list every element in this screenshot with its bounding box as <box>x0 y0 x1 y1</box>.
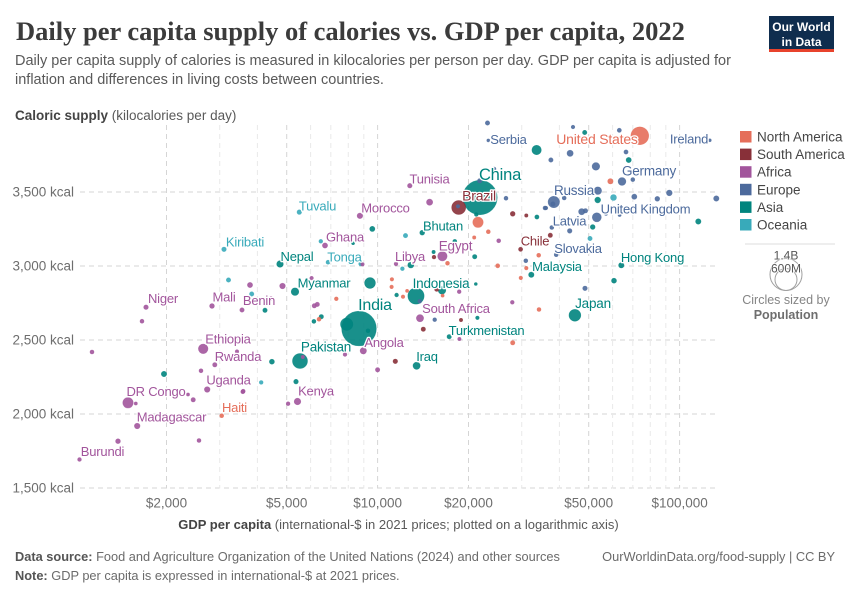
svg-text:$5,000: $5,000 <box>266 496 307 511</box>
svg-text:Egypt: Egypt <box>439 239 473 254</box>
svg-text:$20,000: $20,000 <box>444 496 493 511</box>
svg-text:2,500 kcal: 2,500 kcal <box>12 333 74 348</box>
svg-text:Hong Kong: Hong Kong <box>621 250 684 265</box>
svg-text:Myanmar: Myanmar <box>298 276 352 291</box>
svg-text:Malaysia: Malaysia <box>532 259 583 274</box>
svg-text:Benin: Benin <box>243 293 275 308</box>
svg-text:Chile: Chile <box>521 234 550 249</box>
svg-text:Ethiopia: Ethiopia <box>205 332 251 347</box>
svg-text:Madagascar: Madagascar <box>137 410 207 425</box>
svg-text:DR Congo: DR Congo <box>126 384 185 399</box>
svg-text:India: India <box>358 297 392 314</box>
svg-text:Japan: Japan <box>575 296 611 311</box>
svg-text:United States: United States <box>556 131 638 147</box>
svg-text:Oceania: Oceania <box>757 218 808 233</box>
svg-text:$100,000: $100,000 <box>651 496 707 511</box>
svg-text:Pakistan: Pakistan <box>301 340 351 355</box>
svg-text:Slovakia: Slovakia <box>554 241 603 256</box>
svg-text:Tuvalu: Tuvalu <box>299 199 336 214</box>
svg-text:China: China <box>479 166 522 184</box>
svg-text:Tunisia: Tunisia <box>409 172 450 187</box>
svg-text:Angola: Angola <box>364 335 404 350</box>
svg-text:Burundi: Burundi <box>81 444 125 459</box>
svg-text:Ireland: Ireland <box>670 132 708 147</box>
svg-text:Kenya: Kenya <box>298 384 335 399</box>
svg-text:Nepal: Nepal <box>281 249 314 264</box>
svg-text:$50,000: $50,000 <box>564 496 613 511</box>
svg-text:Africa: Africa <box>757 165 792 180</box>
svg-text:Bhutan: Bhutan <box>423 219 463 234</box>
svg-text:Haiti: Haiti <box>222 400 247 415</box>
svg-text:Serbia: Serbia <box>490 132 527 147</box>
svg-text:Ghana: Ghana <box>326 230 365 245</box>
svg-text:Russia: Russia <box>554 183 595 198</box>
svg-text:Morocco: Morocco <box>361 201 409 216</box>
svg-text:3,000 kcal: 3,000 kcal <box>12 259 74 274</box>
svg-text:Asia: Asia <box>757 200 784 215</box>
svg-text:Niger: Niger <box>148 291 179 306</box>
svg-text:2,000 kcal: 2,000 kcal <box>12 407 74 422</box>
svg-text:Indonesia: Indonesia <box>413 276 470 291</box>
svg-text:Iraq: Iraq <box>416 349 438 364</box>
svg-text:Rwanda: Rwanda <box>215 349 262 364</box>
svg-text:Libya: Libya <box>395 249 426 264</box>
svg-text:Latvia: Latvia <box>553 214 587 229</box>
svg-text:1,500 kcal: 1,500 kcal <box>12 481 74 496</box>
svg-text:600M: 600M <box>771 262 801 276</box>
svg-text:Turkmenistan: Turkmenistan <box>449 323 525 338</box>
svg-text:Circles sized by: Circles sized by <box>742 293 830 307</box>
svg-text:United Kingdom: United Kingdom <box>601 202 691 217</box>
svg-text:Mali: Mali <box>212 290 235 305</box>
svg-text:3,500 kcal: 3,500 kcal <box>12 185 74 200</box>
svg-text:South America: South America <box>757 147 845 162</box>
svg-text:Tonga: Tonga <box>327 250 362 265</box>
svg-text:Germany: Germany <box>622 164 677 179</box>
svg-text:South Africa: South Africa <box>422 301 491 316</box>
svg-text:Kiribati: Kiribati <box>226 235 264 250</box>
svg-text:$2,000: $2,000 <box>146 496 187 511</box>
svg-text:Uganda: Uganda <box>206 373 251 388</box>
svg-text:1.4B: 1.4B <box>774 249 799 263</box>
svg-text:Brazil: Brazil <box>462 187 496 203</box>
svg-text:$10,000: $10,000 <box>353 496 402 511</box>
svg-text:Population: Population <box>754 308 819 322</box>
svg-text:North America: North America <box>757 130 843 145</box>
svg-text:Europe: Europe <box>757 182 801 197</box>
